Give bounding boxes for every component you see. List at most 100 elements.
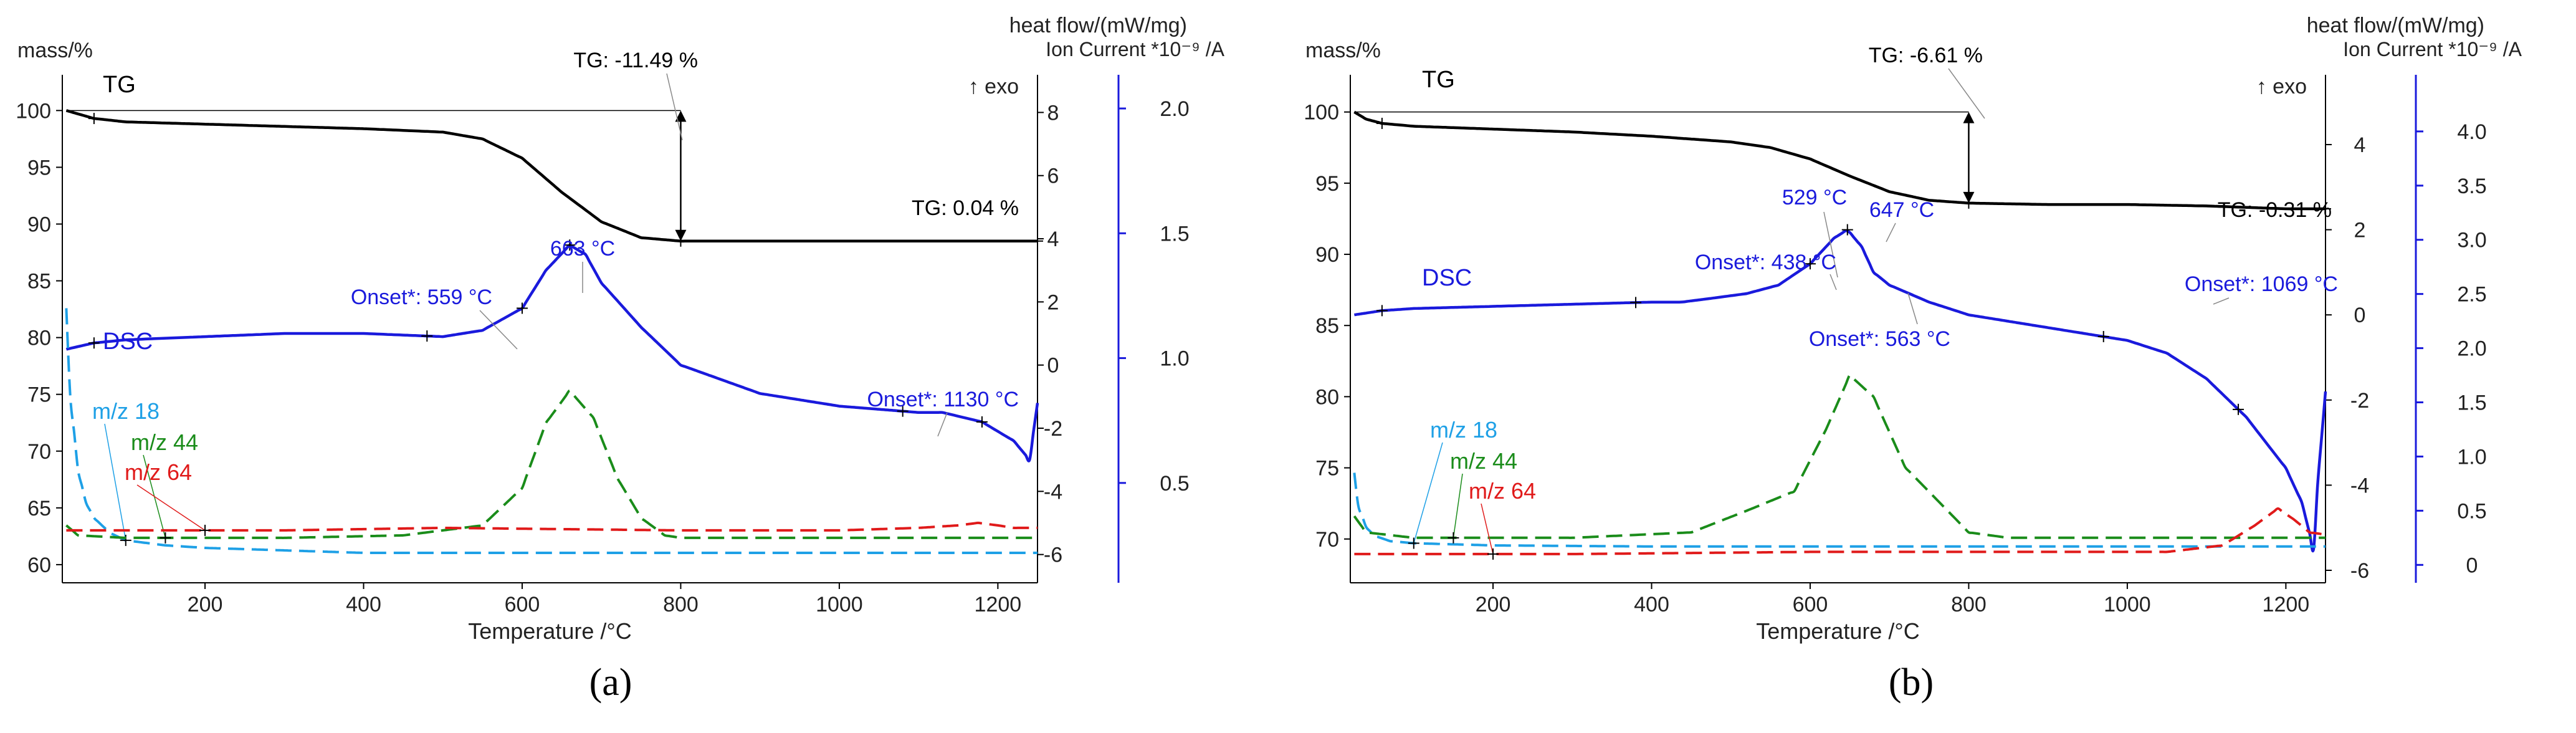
y-right2-tick-label: 1.0 <box>2457 445 2486 469</box>
x-axis-label: Temperature /°C <box>1756 618 1920 644</box>
chart-panel-a: 200 400 600 800 1000 1200 Temperature /°C 60 65 7… <box>16 14 1224 644</box>
y-left-tick-label: 100 <box>16 99 51 123</box>
y-right2-tick-label: 0 <box>2466 553 2478 577</box>
x-axis-label: Temperature /°C <box>468 618 632 644</box>
y-right1-tick-label: -6 <box>1044 544 1062 567</box>
y-left-tick-label: 85 <box>1315 314 1339 338</box>
series-tg-label: TG <box>1422 67 1455 93</box>
exo-label: ↑ exo <box>968 75 1019 98</box>
y-right2-tick-label: 3.0 <box>2457 229 2486 252</box>
y-left-tick-label: 65 <box>27 497 51 520</box>
y-axis-left-label: mass/% <box>1305 39 1381 62</box>
series-m-z-18-leader <box>104 423 126 541</box>
annotation-5: Onset*: 438 °C <box>1695 251 1836 274</box>
x-tick-label: 200 <box>188 593 223 616</box>
y-left-tick-label: 90 <box>27 213 51 236</box>
y-right2-tick-label: 1.0 <box>1160 347 1189 371</box>
series-m-z-44-line <box>1353 373 2326 539</box>
x-tick-label: 1000 <box>816 593 863 616</box>
series-m-z-18-leader <box>1413 442 1443 544</box>
y-left-tick-label: 90 <box>1315 243 1339 267</box>
y-axis-left-label: mass/% <box>17 39 93 62</box>
series-m-z-64-leader <box>1481 503 1494 555</box>
series-m-z-64-label: m/z 64 <box>1469 478 1536 504</box>
y-left-tick-label: 70 <box>27 440 51 464</box>
annotation-3: 529 °C <box>1782 186 1847 209</box>
series-m-z-64-leader <box>136 484 206 531</box>
annotation-2: TG: -0.31 % <box>2218 198 2332 222</box>
y-right2-tick-label: 3.5 <box>2457 175 2486 198</box>
y-right1-tick-label: -4 <box>2350 474 2369 497</box>
annotation-leader-1 <box>666 73 683 141</box>
y-right1-tick-label: 2 <box>1047 290 1059 314</box>
annotation-5: Onset*: 1130 °C <box>867 388 1019 411</box>
x-tick-label: 400 <box>346 593 381 616</box>
y-left-tick-label: 85 <box>27 270 51 294</box>
series-m-z-44-label: m/z 44 <box>131 429 198 455</box>
tg-step-arrowhead-top <box>1963 112 1975 123</box>
y-right2-tick-label: 4.0 <box>2457 120 2486 144</box>
y-left-tick-label: 60 <box>27 553 51 577</box>
y-right1-tick-label: -6 <box>2350 559 2369 583</box>
y-right1-tick-label: -4 <box>1044 480 1062 504</box>
series-dsc-label: DSC <box>1422 265 1472 291</box>
series-m-z-18-label: m/z 18 <box>1430 417 1497 443</box>
series-tg-line <box>65 109 1038 243</box>
series-tg-line <box>1353 110 2326 211</box>
series-m-z-64-label: m/z 64 <box>125 459 192 485</box>
annotation-1: TG: -11.49 % <box>573 49 698 72</box>
annotation-leader-4 <box>1886 223 1896 242</box>
y-right2-tick-label: 2.0 <box>2457 337 2486 361</box>
annotation-4: Onset*: 559 °C <box>351 285 492 309</box>
y-left-tick-label: 70 <box>1315 528 1339 552</box>
annotation-1: TG: -6.61 % <box>1869 44 1983 67</box>
x-tick-label: 1200 <box>975 593 1022 616</box>
x-tick-label: 400 <box>1634 593 1669 616</box>
y-axis-right-heatflow-label: heat flow/(mW/mg) <box>2307 14 2484 37</box>
annotation-leader-7 <box>2213 297 2230 305</box>
tg-step-arrowhead-bottom <box>675 229 687 241</box>
series-dsc-line <box>65 243 1039 462</box>
exo-label: ↑ exo <box>2256 75 2307 98</box>
y-right2-tick-label: 0.5 <box>2457 499 2486 523</box>
tg-step-arrowhead-bottom <box>1963 191 1975 203</box>
y-right1-tick-label: 8 <box>1047 101 1059 125</box>
y-right2-tick-label: 1.5 <box>2457 391 2486 415</box>
annotation-leader-5 <box>937 412 948 437</box>
annotation-2: TG: 0.04 % <box>912 196 1019 220</box>
y-right2-tick-label: 1.5 <box>1160 222 1189 246</box>
series-m-z-44-leader <box>1453 473 1463 538</box>
y-right2-tick-label: 2.5 <box>2457 283 2486 307</box>
subfigure-label-a: (a) <box>589 661 632 704</box>
y-right1-tick-label: -2 <box>2350 389 2369 413</box>
series-m-z-18-line <box>1353 472 2326 548</box>
annotation-6: Onset*: 563 °C <box>1809 327 1950 351</box>
series-tg-label: TG <box>103 72 136 98</box>
series-m-z-44-line <box>65 389 1038 539</box>
y-right1-tick-label: 4 <box>1047 228 1059 251</box>
series-m-z-64-line <box>66 521 1038 532</box>
annotation-4: 647 °C <box>1869 198 1934 222</box>
y-left-tick-label: 95 <box>27 156 51 180</box>
y-left-tick-label: 80 <box>1315 385 1339 409</box>
annotation-leader-5 <box>1829 274 1837 290</box>
x-tick-label: 1000 <box>2104 593 2151 616</box>
x-tick-label: 200 <box>1476 593 1511 616</box>
y-left-tick-label: 95 <box>1315 172 1339 196</box>
x-tick-label: 600 <box>1793 593 1828 616</box>
y-axis-right-ion-label: Ion Current *10⁻⁹ /A <box>2343 38 2522 60</box>
annotation-leader-6 <box>1907 292 1918 325</box>
x-tick-label: 600 <box>505 593 540 616</box>
x-tick-label: 1200 <box>2263 593 2310 616</box>
y-axis-right-ion-label: Ion Current *10⁻⁹ /A <box>1046 38 1224 60</box>
y-right1-tick-label: 6 <box>1047 165 1059 188</box>
y-axis-right-heatflow-label: heat flow/(mW/mg) <box>1009 14 1187 37</box>
y-right1-tick-label: -2 <box>1044 417 1062 441</box>
y-right1-tick-label: 2 <box>2354 219 2366 242</box>
series-m-z-44-label: m/z 44 <box>1450 448 1517 474</box>
annotation-leader-4 <box>479 310 518 350</box>
y-left-tick-label: 80 <box>27 327 51 350</box>
y-right1-tick-label: 4 <box>2354 133 2366 157</box>
